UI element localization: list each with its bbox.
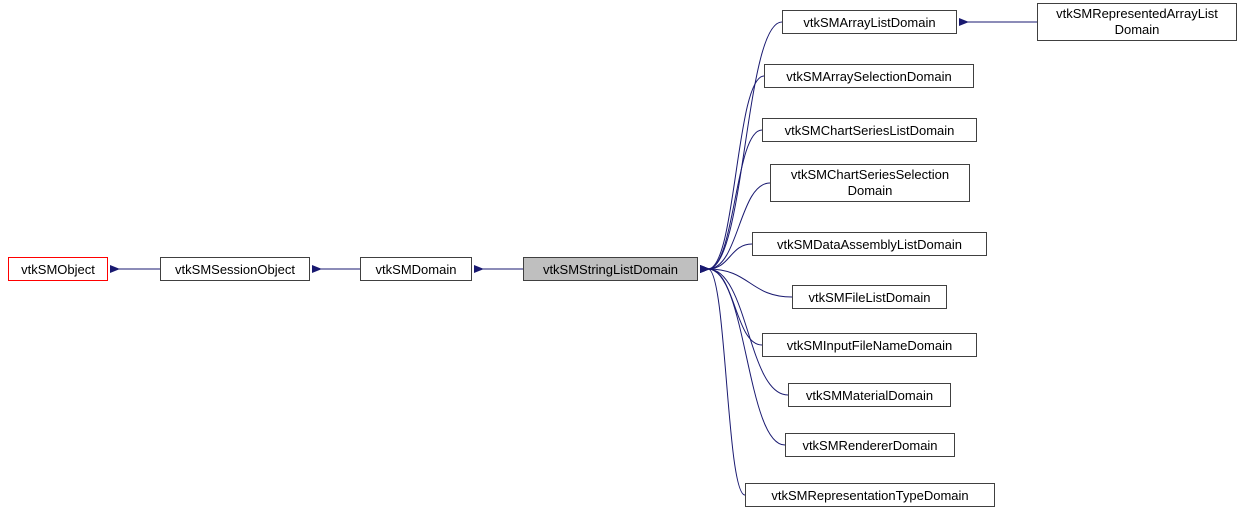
edge-vtkSMFileListDomain-to-vtkSMStringListDomain [708,269,792,297]
node-vtkSMChartSeriesSelectionDomain[interactable]: vtkSMChartSeriesSelection Domain [770,164,970,202]
node-vtkSMStringListDomain[interactable]: vtkSMStringListDomain [523,257,698,281]
node-vtkSMRendererDomain[interactable]: vtkSMRendererDomain [785,433,955,457]
node-vtkSMObject[interactable]: vtkSMObject [8,257,108,281]
node-vtkSMChartSeriesListDomain[interactable]: vtkSMChartSeriesListDomain [762,118,977,142]
edge-vtkSMRendererDomain-to-vtkSMStringListDomain [708,269,785,445]
node-vtkSMDataAssemblyListDomain[interactable]: vtkSMDataAssemblyListDomain [752,232,987,256]
node-vtkSMMaterialDomain[interactable]: vtkSMMaterialDomain [788,383,951,407]
node-vtkSMSessionObject[interactable]: vtkSMSessionObject [160,257,310,281]
node-vtkSMInputFileNameDomain[interactable]: vtkSMInputFileNameDomain [762,333,977,357]
node-vtkSMRepresentationTypeDomain[interactable]: vtkSMRepresentationTypeDomain [745,483,995,507]
edge-vtkSMInputFileNameDomain-to-vtkSMStringListDomain [708,269,762,345]
node-vtkSMArrayListDomain[interactable]: vtkSMArrayListDomain [782,10,957,34]
node-vtkSMArraySelectionDomain[interactable]: vtkSMArraySelectionDomain [764,64,974,88]
edge-vtkSMChartSeriesSelectionDomain-to-vtkSMStringListDomain [708,183,770,269]
node-vtkSMDomain[interactable]: vtkSMDomain [360,257,472,281]
edge-vtkSMMaterialDomain-to-vtkSMStringListDomain [708,269,788,395]
node-vtkSMRepresentedArrayListDomain[interactable]: vtkSMRepresentedArrayList Domain [1037,3,1237,41]
edge-vtkSMDataAssemblyListDomain-to-vtkSMStringListDomain [708,244,752,269]
node-vtkSMFileListDomain[interactable]: vtkSMFileListDomain [792,285,947,309]
edge-vtkSMRepresentationTypeDomain-to-vtkSMStringListDomain [708,269,745,495]
